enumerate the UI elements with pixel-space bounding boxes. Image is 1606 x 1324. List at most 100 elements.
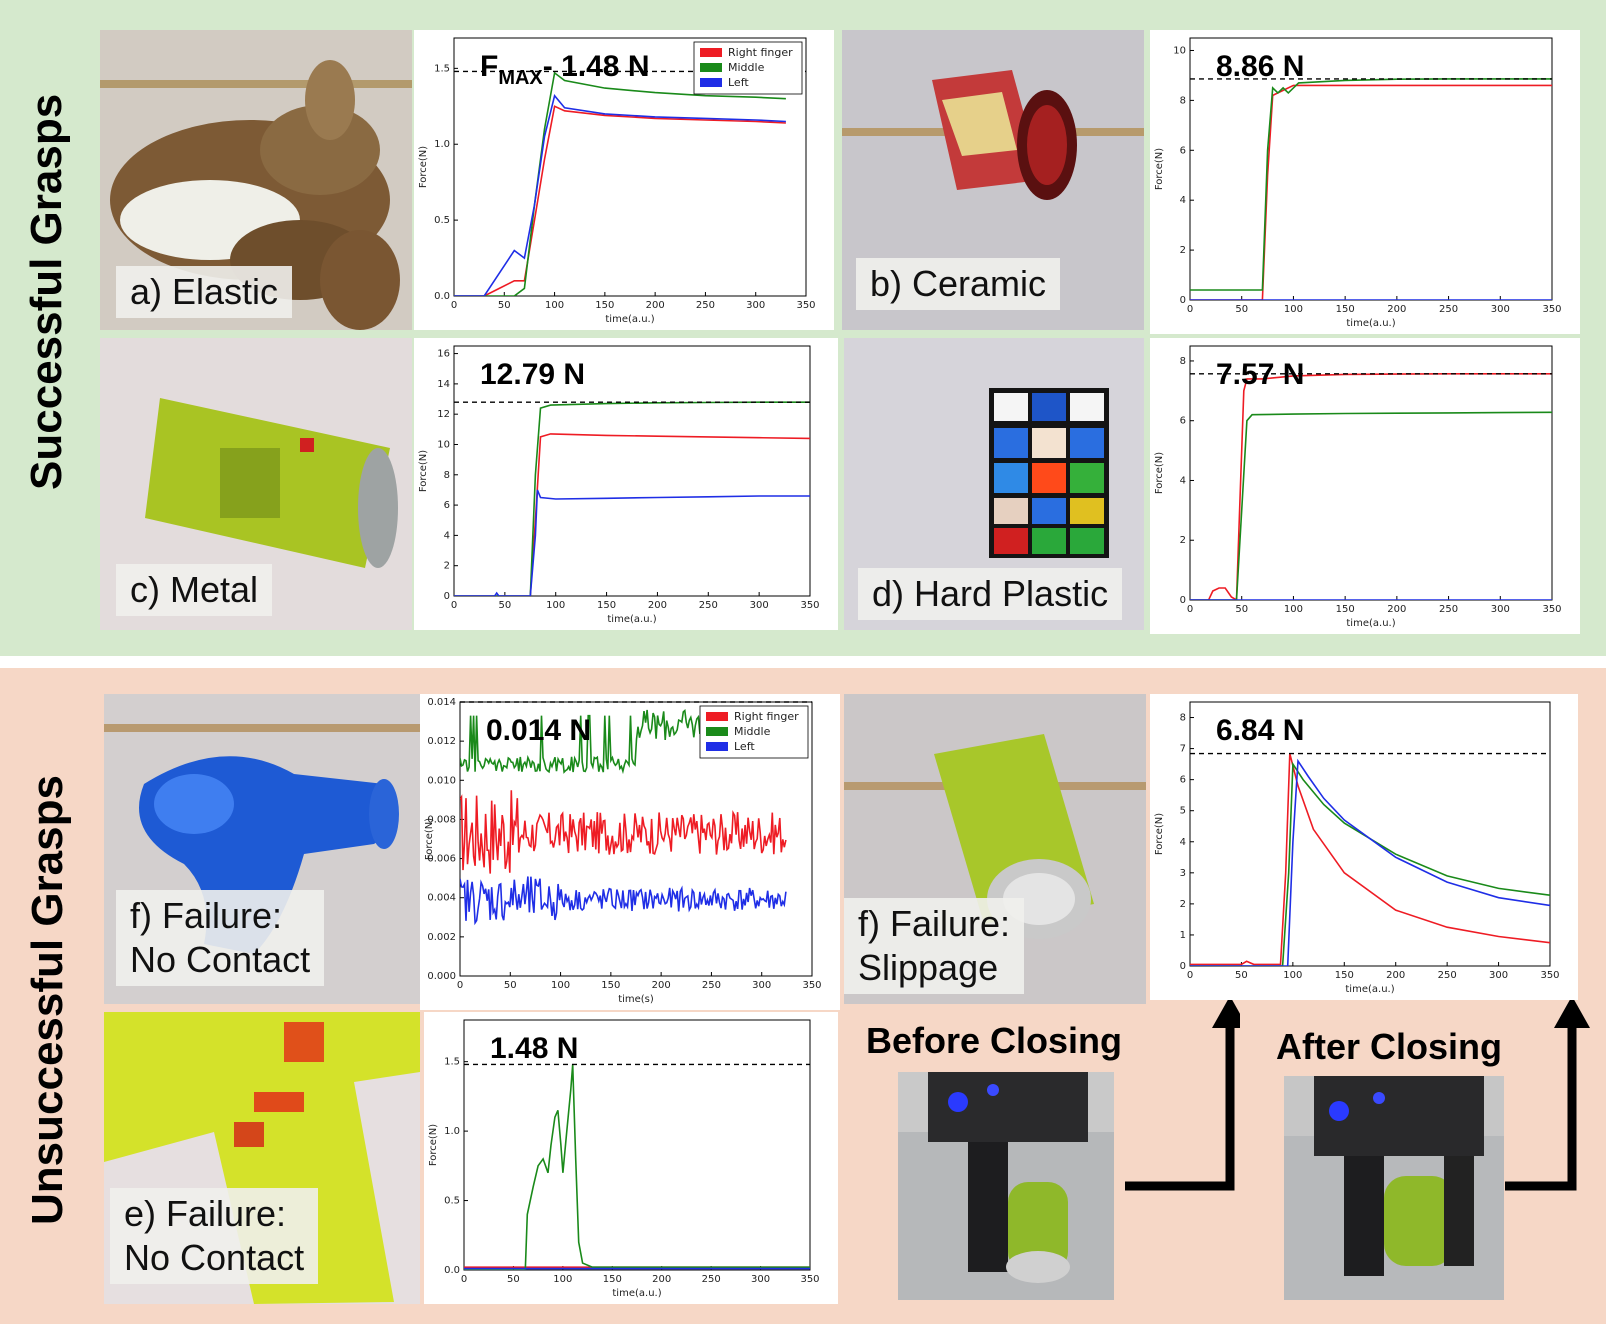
series-line-right-finger [460, 790, 787, 874]
x-tick-label: 200 [1387, 604, 1406, 615]
y-tick-label: 12 [437, 409, 450, 420]
y-tick-label: 10 [1173, 45, 1186, 56]
series-line-middle [454, 71, 786, 296]
y-tick-label: 0.008 [427, 814, 456, 825]
legend-entry: Right finger [734, 710, 799, 723]
x-tick-label: 50 [1235, 970, 1248, 981]
x-tick-label: 350 [802, 980, 821, 991]
chart-svg-f1: 0 50 100 150 200 250 300 350 0.000 0.002 0.004 0.00… [424, 697, 822, 1005]
legend-entry: Left [728, 76, 749, 89]
x-tick-label: 250 [702, 1274, 721, 1285]
fmax-label: 7.57 N [1216, 358, 1304, 391]
x-tick-label: 0 [451, 300, 457, 311]
y-tick-label: 2 [1180, 535, 1186, 546]
caption-no-contact-e: e) Failure: No Contact [110, 1188, 319, 1284]
before-closing-label: Before Closing [866, 1020, 1123, 1061]
series-line-right-finger [454, 105, 786, 296]
series-line-left [1190, 758, 1550, 966]
successful-grasps-label: Successful Grasps [22, 93, 71, 490]
x-tick-label: 300 [750, 600, 769, 611]
series-line-left [460, 876, 787, 926]
x-tick-label: 100 [545, 300, 564, 311]
x-tick-label: 100 [1284, 604, 1303, 615]
y-tick-label: 6 [1180, 145, 1186, 156]
fmax-label: 12.79 N [480, 358, 585, 391]
y-tick-label: 0.0 [444, 1265, 460, 1276]
y-tick-label: 8 [1180, 95, 1186, 106]
y-tick-label: 0.5 [444, 1196, 460, 1207]
x-tick-label: 300 [751, 1274, 770, 1285]
caption-hard-plastic: d) Hard Plastic [858, 568, 1123, 620]
legend-entry: Right finger [728, 46, 793, 59]
chart-no-contact-noise: 0 50 100 150 200 250 300 350 0.000 0.002 0.004 0.00… [420, 694, 840, 1010]
chart-svg-d: 0 50 100 150 200 250 300 350 0 2 4 6 8 time(a.u.) Forc… [1154, 345, 1562, 629]
y-tick-label: 1.0 [434, 139, 450, 150]
x-tick-label: 350 [1542, 304, 1561, 315]
y-axis-label: Force(N) [428, 1124, 439, 1166]
y-tick-label: 16 [437, 349, 450, 360]
y-tick-label: 0.000 [427, 971, 456, 982]
y-tick-label: 7 [1180, 744, 1186, 755]
x-tick-label: 0 [457, 980, 463, 991]
x-tick-label: 150 [595, 300, 614, 311]
series-line-middle [464, 1064, 810, 1270]
legend-entry: Left [734, 740, 755, 753]
chart-metal: 0 50 100 150 200 250 300 350 0 2 4 6 8 10 12 14 16 time(a… [414, 338, 838, 630]
legend-swatch [700, 78, 722, 87]
x-tick-label: 150 [1336, 304, 1355, 315]
x-tick-label: 200 [646, 300, 665, 311]
x-tick-label: 300 [1489, 970, 1508, 981]
caption-no-contact-e-line2: No Contact [124, 1237, 305, 1278]
y-tick-label: 8 [1180, 356, 1186, 367]
caption-slippage-line2: Slippage [858, 947, 999, 988]
series-line-middle [1190, 411, 1552, 600]
caption-no-contact-e-line1: e) Failure: [124, 1193, 287, 1234]
x-axis-label: time(s) [618, 994, 654, 1005]
x-tick-label: 350 [1542, 604, 1561, 615]
x-tick-label: 0 [461, 1274, 467, 1285]
x-axis-label: time(a.u.) [607, 614, 656, 625]
chart-svg-b: 0 50 100 150 200 250 300 350 0 2 4 6 8 10 time(a.u.) Fo… [1154, 37, 1562, 329]
x-tick-label: 200 [652, 1274, 671, 1285]
x-tick-label: 50 [507, 1274, 520, 1285]
x-tick-label: 100 [553, 1274, 572, 1285]
x-tick-label: 150 [597, 600, 616, 611]
arrow-after-to-chart [1505, 996, 1590, 1191]
x-tick-label: 0 [1187, 304, 1193, 315]
photo-before-closing [898, 1072, 1114, 1300]
caption-elastic: a) Elastic [116, 266, 293, 318]
x-tick-label: 100 [1284, 304, 1303, 315]
fmax-label: 0.014 N [486, 714, 591, 747]
caption-ceramic: b) Ceramic [856, 258, 1061, 310]
y-tick-label: 8 [1180, 713, 1186, 724]
x-tick-label: 200 [652, 980, 671, 991]
x-tick-label: 250 [1438, 970, 1457, 981]
series-line-middle [1190, 78, 1552, 291]
caption-slippage-line1: f) Failure: [858, 903, 1011, 944]
x-tick-label: 200 [1386, 970, 1405, 981]
x-tick-label: 300 [746, 300, 765, 311]
x-tick-label: 100 [1283, 970, 1302, 981]
y-tick-label: 0.002 [427, 932, 456, 943]
x-tick-label: 350 [800, 600, 819, 611]
x-tick-label: 250 [1439, 304, 1458, 315]
x-tick-label: 150 [601, 980, 620, 991]
legend-swatch [700, 48, 722, 57]
legend-entry: Middle [728, 61, 765, 74]
chart-svg-e: 0 50 100 150 200 250 300 350 0.0 0.5 1.0 1.5 time(a.… [428, 1019, 820, 1299]
y-tick-label: 2 [1180, 245, 1186, 256]
caption-slippage: f) Failure: Slippage [844, 898, 1025, 994]
y-tick-label: 0.012 [427, 736, 456, 747]
y-axis-label: Force(N) [418, 450, 429, 492]
x-axis-label: time(a.u.) [1346, 318, 1395, 329]
chart-ceramic: 0 50 100 150 200 250 300 350 0 2 4 6 8 10 time(a.u.) Fo… [1150, 30, 1580, 334]
x-tick-label: 50 [498, 600, 511, 611]
y-tick-label: 1.0 [444, 1126, 460, 1137]
x-axis-label: time(a.u.) [1345, 984, 1394, 995]
series-line-left [454, 93, 786, 296]
after-closing-label: After Closing [1276, 1026, 1503, 1067]
plot-frame [463, 1019, 811, 1271]
y-tick-label: 0.010 [427, 775, 456, 786]
y-axis-label: Force(N) [1154, 148, 1165, 190]
x-tick-label: 350 [1540, 970, 1559, 981]
